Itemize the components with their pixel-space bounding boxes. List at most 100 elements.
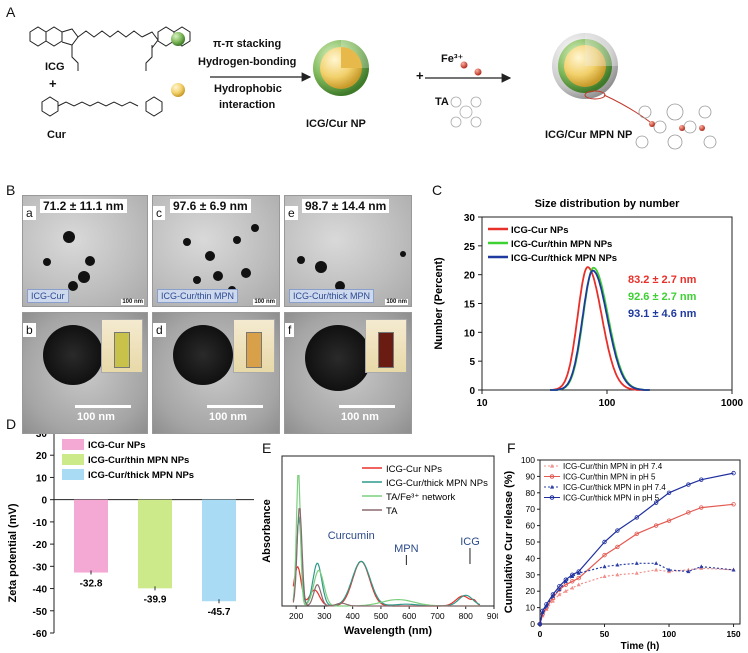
data-point bbox=[602, 564, 607, 569]
nanoparticle-closeup bbox=[173, 325, 233, 385]
x-tick-label: 150 bbox=[726, 629, 740, 639]
y-tick-label: 80 bbox=[526, 488, 536, 498]
tem-tag-a: ICG-Cur bbox=[27, 289, 69, 303]
scale-bar bbox=[207, 405, 263, 408]
panel-label-c: C bbox=[432, 182, 443, 198]
tem-scale-c: 100 nm bbox=[253, 299, 276, 305]
data-point bbox=[576, 575, 581, 581]
nanoparticle-dot bbox=[205, 251, 215, 261]
x-tick-label: 500 bbox=[374, 611, 388, 621]
panel-label-b: B bbox=[6, 182, 16, 198]
y-tick-label: 0 bbox=[41, 496, 47, 507]
data-point bbox=[557, 592, 562, 597]
x-tick-label: 700 bbox=[430, 611, 444, 621]
nanoparticle-dot bbox=[335, 281, 345, 291]
annotation-curcumin: Curcumin bbox=[328, 530, 375, 542]
zeta-potential-chart: 30 20 10 0 -10 -20 -30 -40 -50 -60 Zeta potential … bbox=[7, 429, 254, 640]
legend-label-2: ICG-Cur/thin MPN in pH 5 bbox=[563, 473, 656, 482]
y-tick-label: 10 bbox=[464, 328, 476, 339]
y-tick-label: 30 bbox=[36, 429, 48, 440]
y-tick-label: -10 bbox=[33, 518, 48, 529]
data-point bbox=[576, 582, 581, 587]
ta-structure bbox=[450, 96, 482, 128]
vial-photo bbox=[365, 319, 407, 373]
series-line-2 bbox=[539, 503, 734, 625]
x-tick-label: 400 bbox=[346, 611, 360, 621]
y-tick-label: 20 bbox=[464, 271, 476, 282]
data-point bbox=[537, 621, 543, 627]
interaction-line-2: Hydrogen-bonding bbox=[198, 56, 297, 68]
nanoparticle-closeup bbox=[305, 325, 371, 391]
scale-bar bbox=[75, 405, 131, 408]
bar-label-1: -32.8 bbox=[80, 579, 103, 590]
data-point bbox=[570, 574, 575, 579]
y-tick-label: 30 bbox=[464, 213, 476, 224]
data-point bbox=[686, 482, 691, 487]
legend-swatch-1 bbox=[62, 439, 84, 450]
data-point bbox=[602, 539, 607, 545]
legend-label-3: ICG-Cur/thick MPN in pH 7.4 bbox=[563, 483, 666, 492]
y-tick-label: 10 bbox=[36, 473, 48, 484]
y-tick-label: 50 bbox=[526, 537, 536, 547]
data-point bbox=[699, 505, 704, 510]
y-tick-label: 100 bbox=[521, 455, 535, 465]
data-point bbox=[667, 567, 672, 572]
data-point bbox=[615, 528, 620, 533]
x-tick-label: 10 bbox=[476, 398, 488, 409]
nanoparticle-dot bbox=[233, 236, 241, 244]
panel-label-e: E bbox=[262, 440, 272, 456]
cur-sphere bbox=[171, 83, 185, 97]
series-line-4 bbox=[539, 472, 734, 625]
panel-label-d: D bbox=[6, 416, 17, 432]
data-point bbox=[666, 518, 672, 523]
tem-image-bottom-d: d 100 nm bbox=[152, 312, 280, 434]
data-point bbox=[602, 574, 607, 579]
data-point bbox=[699, 564, 704, 569]
annotation-icg: ICG bbox=[460, 536, 480, 548]
icg-label: ICG bbox=[45, 61, 65, 73]
icg-cur-np-graphic bbox=[313, 40, 369, 96]
nanoparticle-dot bbox=[315, 261, 327, 273]
series-line-3 bbox=[539, 562, 734, 625]
data-point bbox=[550, 592, 556, 597]
tem-scale-d: 100 nm bbox=[209, 411, 247, 423]
data-point bbox=[653, 523, 659, 528]
data-point bbox=[615, 544, 620, 550]
data-point bbox=[563, 589, 568, 593]
data-point bbox=[615, 572, 620, 577]
panel-label-f: F bbox=[507, 440, 516, 456]
legend-label-3: ICG-Cur/thick MPN NPs bbox=[88, 470, 194, 481]
y-axis-label: Cumulative Cur release (%) bbox=[503, 470, 515, 613]
legend-swatch-3 bbox=[62, 469, 84, 480]
icg-cur-mpn-np-graphic bbox=[552, 33, 651, 123]
data-point bbox=[570, 579, 575, 584]
bar-2 bbox=[138, 499, 172, 589]
y-tick-label: 90 bbox=[526, 471, 536, 481]
y-tick-label: 20 bbox=[526, 586, 536, 596]
data-point bbox=[540, 608, 545, 614]
y-tick-label: -60 bbox=[33, 629, 48, 640]
x-axis-label: Time (h) bbox=[621, 641, 660, 652]
data-point bbox=[731, 502, 736, 507]
data-point bbox=[699, 477, 704, 482]
y-axis-label: Absorbance bbox=[261, 499, 273, 563]
nanoparticle-dot bbox=[78, 271, 90, 283]
x-tick-label: 0 bbox=[538, 629, 543, 639]
data-point bbox=[634, 515, 639, 520]
nanoparticle-dot bbox=[68, 281, 78, 291]
y-tick-label: -50 bbox=[33, 607, 48, 618]
tem-size-e: 98.7 ± 14.4 nm bbox=[302, 199, 390, 213]
bar-label-3: -45.7 bbox=[208, 607, 231, 618]
mpn-np-label: ICG/Cur MPN NP bbox=[545, 129, 633, 141]
data-point bbox=[563, 577, 569, 582]
legend-swatch-2 bbox=[62, 454, 84, 465]
data-point bbox=[654, 561, 659, 565]
legend-label-3: ICG-Cur/thick MPN NPs bbox=[511, 253, 617, 264]
series-line-1 bbox=[539, 567, 734, 625]
data-point bbox=[576, 570, 581, 575]
scale-bar bbox=[339, 405, 395, 408]
series-line-4 bbox=[292, 508, 480, 607]
nanoparticle-closeup bbox=[43, 325, 103, 385]
tem-image-top-e: e ICG-Cur/thick MPN 100 nm bbox=[284, 195, 412, 307]
chart-title: Size distribution by number bbox=[535, 198, 681, 210]
